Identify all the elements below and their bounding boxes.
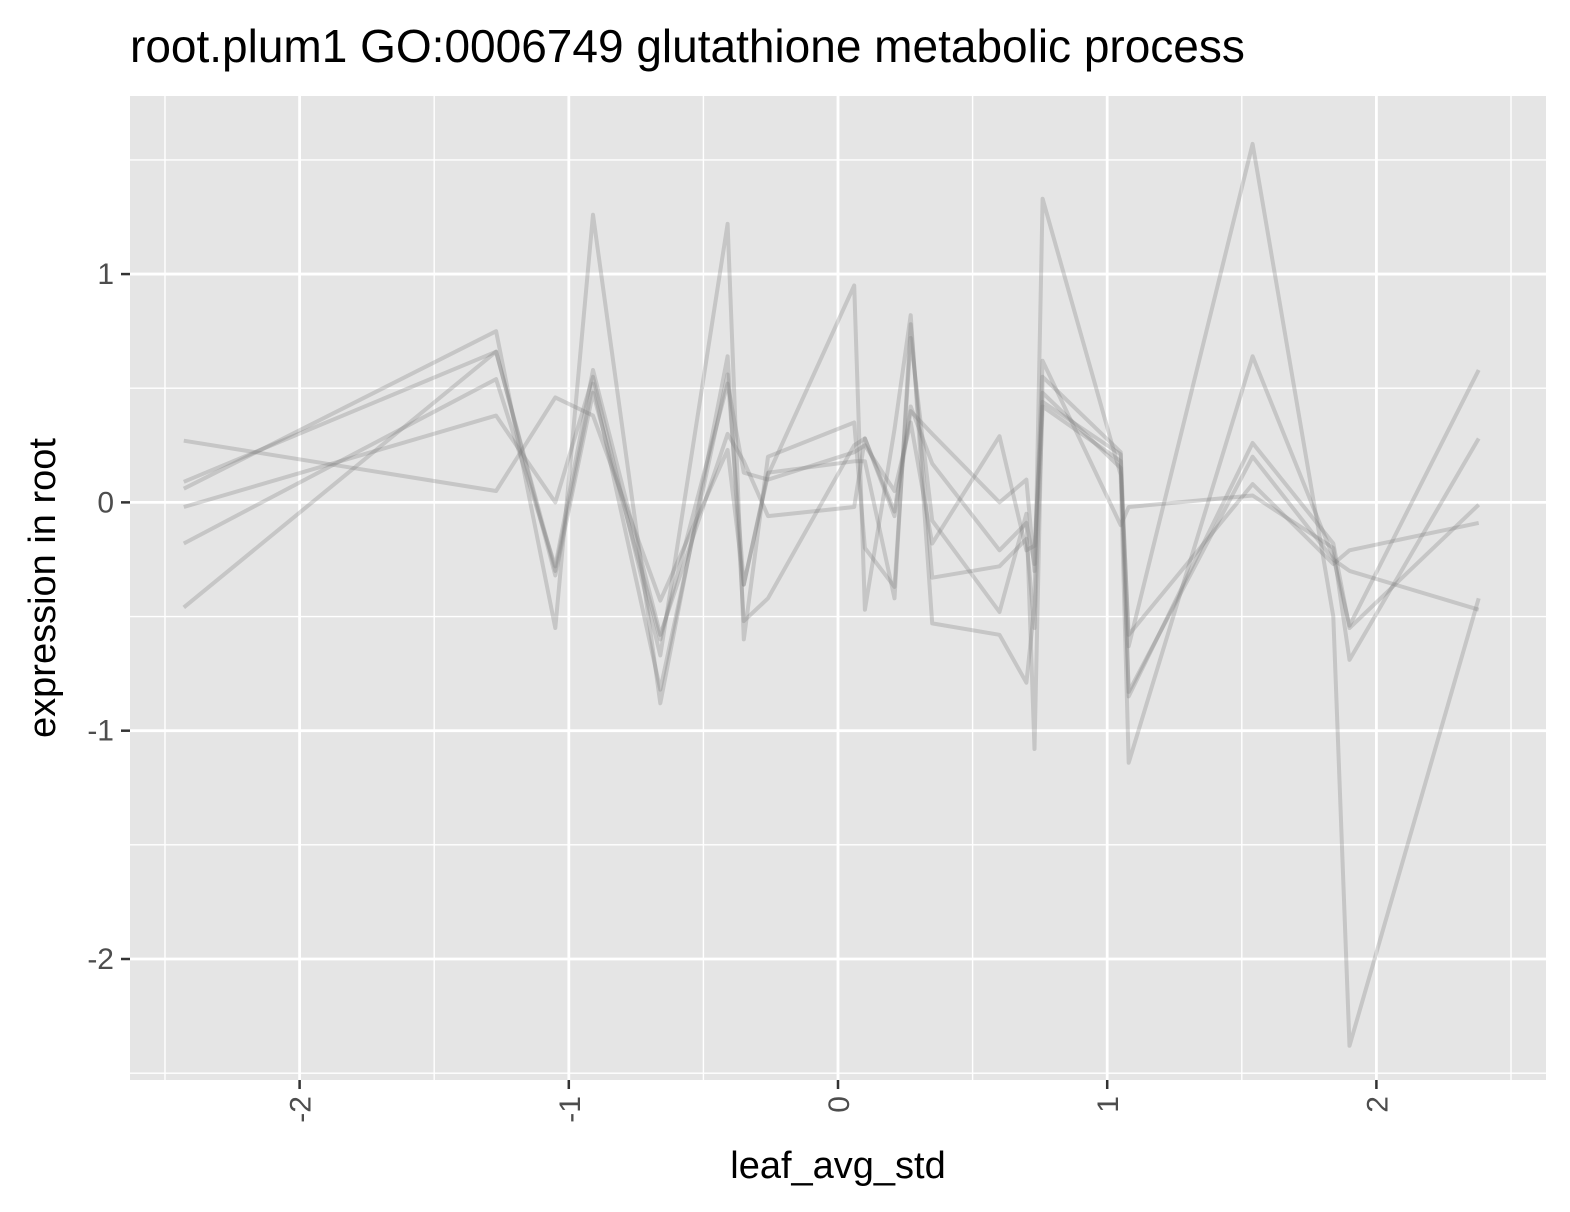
major-gridlines: [130, 96, 1546, 1080]
series-line: [182, 212, 1481, 706]
y-axis-title: expression in root: [22, 438, 64, 738]
series-line: [183, 196, 1481, 765]
y-tick-label: 0: [97, 486, 114, 519]
series-line: [182, 368, 1480, 637]
series-line: [182, 349, 1481, 699]
series-line: [183, 141, 1481, 1048]
x-tick-label: -1: [554, 1096, 587, 1123]
x-tick-label: -2: [285, 1096, 318, 1123]
y-tick-label: -2: [87, 943, 114, 976]
y-axis: -2 -1 0 1: [87, 258, 130, 976]
y-tick-label: 1: [97, 258, 114, 291]
chart-title: root.plum1 GO:0006749 glutathione metabo…: [130, 20, 1245, 72]
x-tick-label: 2: [1361, 1096, 1394, 1113]
x-axis-title: leaf_avg_std: [730, 1145, 946, 1187]
series-line: [183, 322, 1480, 694]
x-axis: -2 -1 0 1 2: [285, 1080, 1394, 1123]
y-tick-label: -1: [87, 715, 114, 748]
x-tick-label: 0: [823, 1096, 856, 1113]
x-tick-label: 1: [1092, 1096, 1125, 1113]
series-lines: [182, 141, 1481, 1048]
